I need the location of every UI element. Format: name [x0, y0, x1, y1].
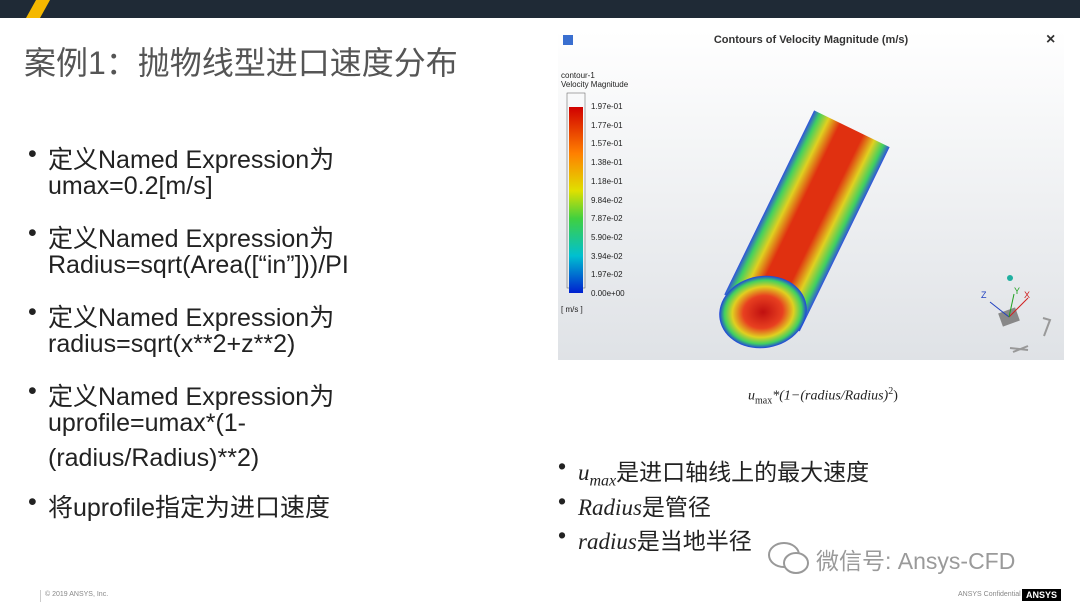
colorbar-label: 1.97e-01	[591, 102, 623, 111]
logo: ANSYS	[1022, 589, 1062, 601]
slide-title: 案例1：抛物线型进口速度分布	[24, 45, 458, 81]
header-bar	[0, 0, 1080, 18]
bullet-line: • 定义Named Expression为	[28, 140, 335, 174]
colorbar-label: 1.38e-01	[591, 158, 623, 168]
bullet-line: radius=sqrt(x**2+z**2)	[48, 330, 296, 358]
variable-name: Velocity Magnitude	[561, 80, 629, 89]
watermark: 微信号: Ansys-CFD	[816, 548, 1016, 574]
formula: umax*(1−(radius/Radius)2)	[748, 386, 898, 407]
bullet-line: • 定义Named Expression为	[28, 377, 335, 411]
bullet-line: umax=0.2[m/s]	[48, 172, 213, 200]
bullet-line: • umax是进口轴线上的最大速度	[558, 453, 870, 490]
axis-label: X	[1024, 290, 1031, 300]
bullet-line: • 定义Named Expression为	[28, 219, 335, 253]
colorbar-label: 0.00e+00	[591, 289, 625, 298]
colorbar-label: 3.94e-02	[591, 251, 623, 261]
bullet-line: uprofile=umax*(1-	[48, 409, 247, 437]
figure-title: Contours of Velocity Magnitude (m/s)	[713, 34, 909, 46]
copyright: © 2019 ANSYS, Inc.	[45, 591, 109, 598]
colorbar-label: 1.97e-02	[591, 270, 623, 280]
colorbar-label: 7.87e-02	[591, 214, 623, 224]
colorbar-label: 1.18e-01	[591, 176, 623, 186]
bullet-line: (radius/Radius)**2)	[48, 444, 260, 472]
bullet-line: Radius=sqrt(Area([“in”]))/PI	[48, 251, 349, 279]
contour-figure	[558, 30, 1064, 360]
close-button[interactable]: ×	[1046, 31, 1056, 48]
bullet-line: • 定义Named Expression为	[28, 298, 335, 332]
bullet-line: • Radius是管径	[558, 488, 711, 520]
bullet-line: • 将uprofile指定为进口速度	[28, 488, 330, 522]
colorbar-label: 9.84e-02	[591, 195, 623, 205]
colorbar-label: 5.90e-02	[591, 232, 623, 242]
footer-rule	[40, 590, 41, 602]
colorbar-label: 1.77e-01	[591, 120, 623, 130]
confidential: ANSYS Confidential	[958, 591, 1021, 598]
colorbar-label: 1.57e-01	[591, 139, 623, 149]
wechat-icon	[768, 542, 809, 574]
bullet-line: • radius是当地半径	[558, 522, 752, 554]
axis-label: Z	[981, 290, 987, 300]
contour-name: contour-1	[561, 71, 595, 80]
unit-label: [ m/s ]	[561, 305, 583, 314]
axis-label: Y	[1014, 286, 1021, 296]
